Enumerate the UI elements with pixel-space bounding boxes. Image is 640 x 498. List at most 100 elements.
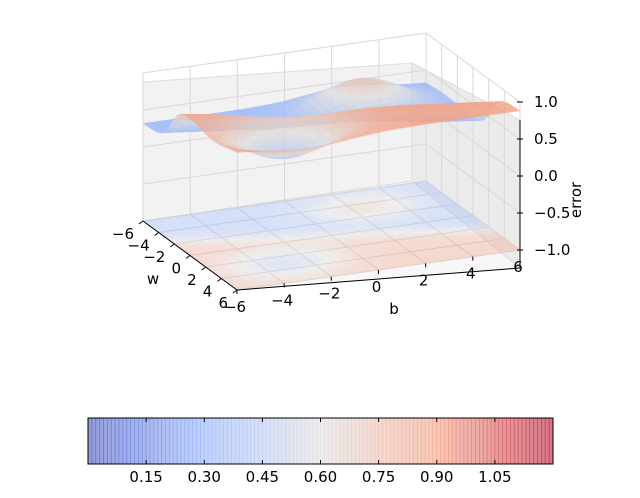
contour-patch — [340, 249, 354, 253]
contour-patch — [274, 250, 288, 254]
contour-patch — [322, 194, 335, 198]
contour-patch — [268, 221, 282, 225]
contour-patch — [290, 261, 304, 266]
w-tick-mark — [154, 232, 159, 236]
contour-patch — [253, 226, 266, 230]
contour-patch — [177, 220, 191, 224]
contour-patch — [249, 240, 263, 244]
w-tick-label: 4 — [203, 283, 213, 301]
contour-patch — [256, 211, 269, 216]
contour-patch — [344, 259, 357, 264]
contour-patch — [460, 221, 473, 226]
contour-patch — [391, 236, 404, 241]
contour-patch — [221, 268, 234, 273]
floor-grid-b-5 — [378, 187, 474, 258]
contour-patch — [366, 226, 379, 231]
contour-patch — [425, 245, 439, 250]
contour-patch — [334, 244, 348, 249]
contour-patch — [306, 273, 319, 277]
contour-patch — [472, 230, 486, 235]
contour-patch — [174, 226, 187, 230]
contour-patch — [472, 238, 486, 243]
contour-patch — [447, 236, 461, 241]
contour-patch — [215, 272, 228, 277]
contour-patch — [369, 261, 382, 266]
contour-patch — [215, 239, 228, 244]
contour-patch — [246, 279, 259, 283]
contour-patch — [246, 221, 260, 226]
contour-patch — [281, 238, 294, 243]
contour-patch — [419, 208, 433, 212]
contour-patch — [303, 262, 316, 267]
contour-patch — [359, 238, 373, 242]
contour-patch — [432, 209, 445, 213]
contour-patch — [350, 248, 363, 252]
contour-patch — [413, 252, 426, 257]
contour-patch — [388, 201, 401, 206]
contour-patch — [306, 232, 319, 236]
contour-patch — [328, 256, 341, 261]
contour-patch — [425, 237, 439, 241]
contour-patch — [190, 229, 203, 234]
contour-patch — [378, 194, 392, 199]
contour-patch — [315, 206, 329, 210]
contour-patch — [359, 263, 373, 267]
contour-patch — [262, 274, 275, 278]
contour-patch — [381, 238, 395, 242]
b-axis-ticks: −6 −4 −2 0 2 4 6 — [224, 250, 523, 316]
contour-patch — [435, 211, 448, 215]
contour-patch — [331, 234, 345, 238]
contour-patch — [234, 245, 247, 249]
contour-patch — [306, 207, 319, 212]
contour-patch — [202, 222, 216, 226]
contour-patch — [208, 235, 222, 239]
contour-patch — [227, 215, 241, 220]
contour-patch — [378, 244, 392, 248]
contour-patch — [196, 242, 209, 246]
contour-patch — [341, 216, 354, 220]
contour-patch — [281, 263, 294, 267]
error-tick-label: 0.0 — [534, 167, 558, 185]
contour-patch — [438, 230, 451, 234]
contour-patch — [426, 187, 439, 192]
contour-patch — [183, 249, 197, 254]
contour-patch — [262, 249, 275, 254]
contour-patch — [265, 235, 279, 239]
contour-patch — [350, 264, 363, 269]
contour-patch — [441, 199, 455, 203]
contour-patch — [303, 271, 316, 275]
contour-patch — [363, 216, 376, 220]
contour-patch — [356, 236, 370, 240]
contour-patch — [410, 250, 423, 255]
contour-patch — [463, 232, 477, 236]
contour-patch — [394, 247, 407, 251]
contour-patch — [450, 231, 464, 235]
contour-patch — [300, 202, 313, 207]
contour-patch — [309, 259, 322, 263]
contour-patch — [460, 254, 473, 258]
contour-patch — [435, 194, 448, 199]
contour-patch — [168, 229, 181, 234]
contour-patch — [259, 230, 272, 235]
contour-patch — [476, 241, 489, 245]
contour-patch — [447, 212, 461, 216]
b-tick-label: 4 — [466, 265, 476, 283]
contour-patch — [259, 214, 272, 218]
contour-patch — [469, 220, 483, 224]
contour-patch — [432, 217, 445, 221]
contour-patch — [165, 227, 178, 232]
contour-patch — [366, 218, 379, 222]
contour-patch — [400, 202, 414, 207]
b-tick-label: −4 — [271, 291, 293, 309]
contour-patch — [391, 261, 404, 265]
contour-patch — [372, 190, 386, 194]
w-tick-label: 0 — [171, 260, 181, 278]
contour-patch — [243, 285, 256, 289]
contour-patch — [432, 258, 445, 262]
contour-patch — [391, 244, 404, 249]
contour-patch — [249, 232, 263, 236]
contour-patch — [259, 263, 272, 268]
contour-patch — [381, 229, 395, 234]
contour-patch — [410, 184, 423, 189]
contour-patch — [202, 246, 216, 251]
